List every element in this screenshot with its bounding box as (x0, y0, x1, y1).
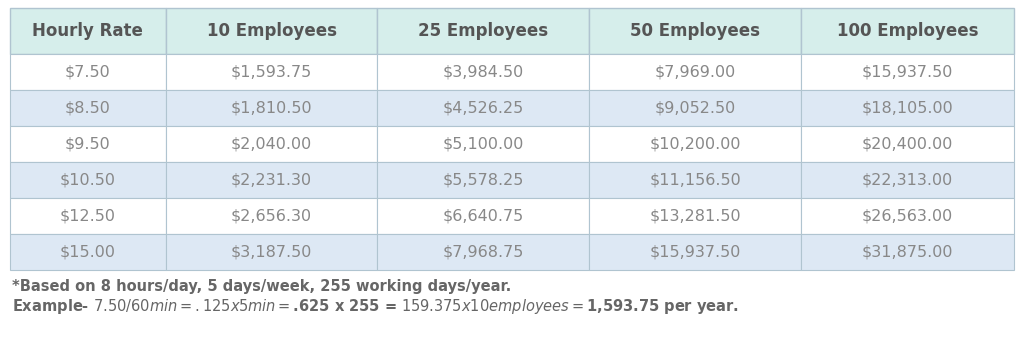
Text: 25 Employees: 25 Employees (419, 22, 549, 40)
Bar (166, 162, 378, 198)
Text: $3,984.50: $3,984.50 (442, 64, 524, 79)
Bar (589, 234, 801, 270)
Bar (10, 162, 166, 198)
Text: $31,875.00: $31,875.00 (862, 245, 953, 260)
Text: $2,656.30: $2,656.30 (231, 208, 312, 223)
Text: $7,968.75: $7,968.75 (442, 245, 524, 260)
Bar (10, 198, 166, 234)
Bar (801, 8, 1014, 54)
Text: $6,640.75: $6,640.75 (442, 208, 524, 223)
Text: *Based on 8 hours/day, 5 days/week, 255 working days/year.: *Based on 8 hours/day, 5 days/week, 255 … (12, 278, 511, 293)
Text: Hourly Rate: Hourly Rate (33, 22, 143, 40)
Bar (589, 198, 801, 234)
Text: $5,100.00: $5,100.00 (442, 136, 524, 151)
Bar (589, 162, 801, 198)
Bar (801, 162, 1014, 198)
Bar (801, 90, 1014, 126)
Bar (378, 90, 589, 126)
Text: $15.00: $15.00 (59, 245, 116, 260)
Text: $22,313.00: $22,313.00 (862, 173, 953, 188)
Text: 50 Employees: 50 Employees (630, 22, 760, 40)
Text: $7,969.00: $7,969.00 (654, 64, 736, 79)
Text: $15,937.50: $15,937.50 (649, 245, 741, 260)
Bar (378, 198, 589, 234)
Bar (589, 8, 801, 54)
Bar (378, 54, 589, 90)
Text: $4,526.25: $4,526.25 (442, 101, 524, 116)
Bar (378, 162, 589, 198)
Bar (589, 54, 801, 90)
Text: Example- $7.50/60min = .125 x 5min = $.625 x 255 = $159.375 x 10 employees = $1,: Example- $7.50/60min = .125 x 5min = $.6… (12, 296, 739, 316)
Bar (801, 126, 1014, 162)
Text: $12.50: $12.50 (59, 208, 116, 223)
Bar (378, 234, 589, 270)
Text: $1,593.75: $1,593.75 (231, 64, 312, 79)
Bar (10, 234, 166, 270)
Bar (166, 126, 378, 162)
Bar (166, 54, 378, 90)
Bar (166, 234, 378, 270)
Bar (166, 90, 378, 126)
Bar (589, 90, 801, 126)
Text: $2,040.00: $2,040.00 (231, 136, 312, 151)
Text: $3,187.50: $3,187.50 (230, 245, 312, 260)
Text: 10 Employees: 10 Employees (207, 22, 337, 40)
Text: $15,937.50: $15,937.50 (862, 64, 953, 79)
Text: 100 Employees: 100 Employees (837, 22, 978, 40)
Text: $11,156.50: $11,156.50 (649, 173, 741, 188)
Text: $7.50: $7.50 (65, 64, 111, 79)
Text: $9.50: $9.50 (65, 136, 111, 151)
Bar (10, 126, 166, 162)
Text: $20,400.00: $20,400.00 (862, 136, 953, 151)
Bar (801, 234, 1014, 270)
Bar (589, 126, 801, 162)
Bar (801, 54, 1014, 90)
Bar (801, 198, 1014, 234)
Text: $9,052.50: $9,052.50 (654, 101, 736, 116)
Text: $5,578.25: $5,578.25 (442, 173, 524, 188)
Text: $18,105.00: $18,105.00 (862, 101, 953, 116)
Text: $10.50: $10.50 (59, 173, 116, 188)
Text: $2,231.30: $2,231.30 (231, 173, 312, 188)
Text: $1,810.50: $1,810.50 (230, 101, 312, 116)
Bar (10, 54, 166, 90)
Bar (10, 8, 166, 54)
Text: $13,281.50: $13,281.50 (649, 208, 741, 223)
Text: $26,563.00: $26,563.00 (862, 208, 953, 223)
Bar (166, 8, 378, 54)
Bar (378, 126, 589, 162)
Text: $8.50: $8.50 (65, 101, 111, 116)
Bar (378, 8, 589, 54)
Bar (10, 90, 166, 126)
Bar (166, 198, 378, 234)
Text: $10,200.00: $10,200.00 (649, 136, 741, 151)
